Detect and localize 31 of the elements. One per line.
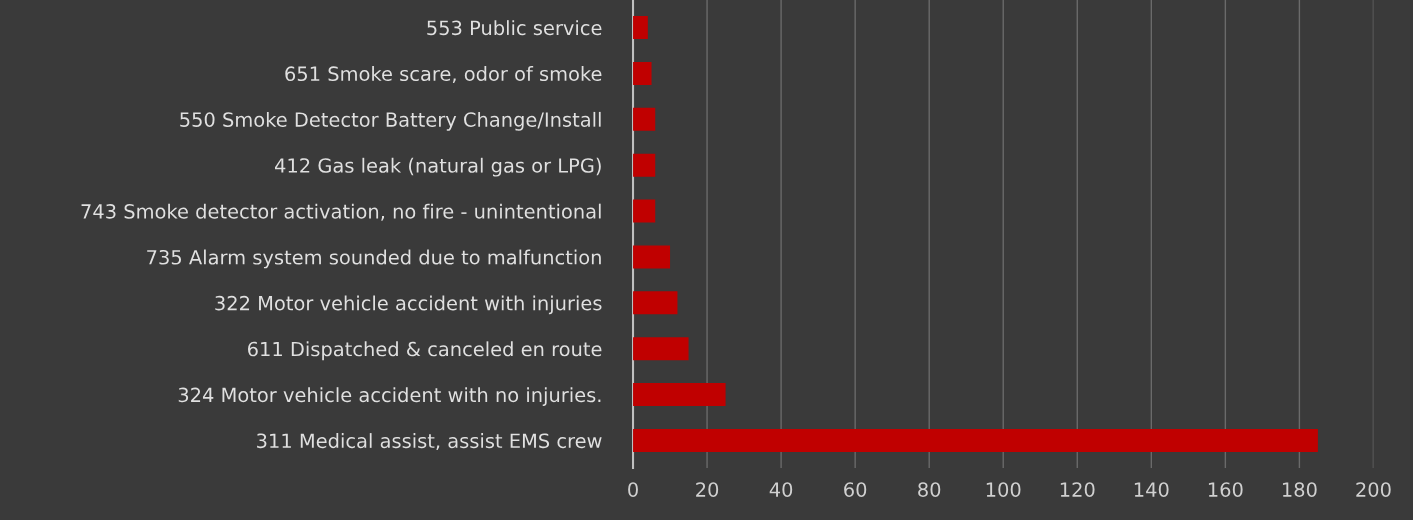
x-tick-label: 160 [1208,482,1243,497]
x-tick-label: 20 [696,482,719,497]
x-tick-label: 80 [918,482,941,497]
y-tick-label: 651 Smoke scare, odor of smoke [285,66,602,84]
x-tick-label: 40 [769,482,793,497]
bar [633,337,689,361]
bar [633,16,648,39]
bar [633,291,678,315]
bar [633,107,656,131]
x-tick-label: 140 [1134,482,1169,497]
y-tick-label: 311 Medical assist, assist EMS crew [257,433,602,451]
y-tick-label: 322 Motor vehicle accident with injuries [215,295,602,315]
bar [633,61,652,85]
y-tick-label: 611 Dispatched & canceled en route [247,341,602,361]
x-tick-label: 120 [1060,482,1095,497]
bar [633,245,671,269]
bar [633,383,726,407]
y-tick-label: 735 Alarm system sounded due to malfunction [147,249,601,269]
x-tick-label: 60 [844,482,867,497]
bar [633,429,1318,452]
bar [633,199,656,223]
y-tick-label: 412 Gas leak (natural gas or LPG) [275,157,601,177]
bar [633,153,656,177]
x-tick-label: 180 [1282,482,1317,497]
y-tick-label: 553 Public service [427,20,602,36]
y-tick-label: 743 Smoke detector activation, no fire - unintentional [81,203,601,221]
x-tick-label: 200 [1356,482,1391,497]
x-tick-label: 0 [628,482,638,497]
x-tick-label: 100 [986,482,1021,497]
y-tick-label: 324 Motor vehicle accident with no injuries. [178,387,601,407]
y-tick-label: 550 Smoke Detector Battery Change/Install [180,111,601,131]
